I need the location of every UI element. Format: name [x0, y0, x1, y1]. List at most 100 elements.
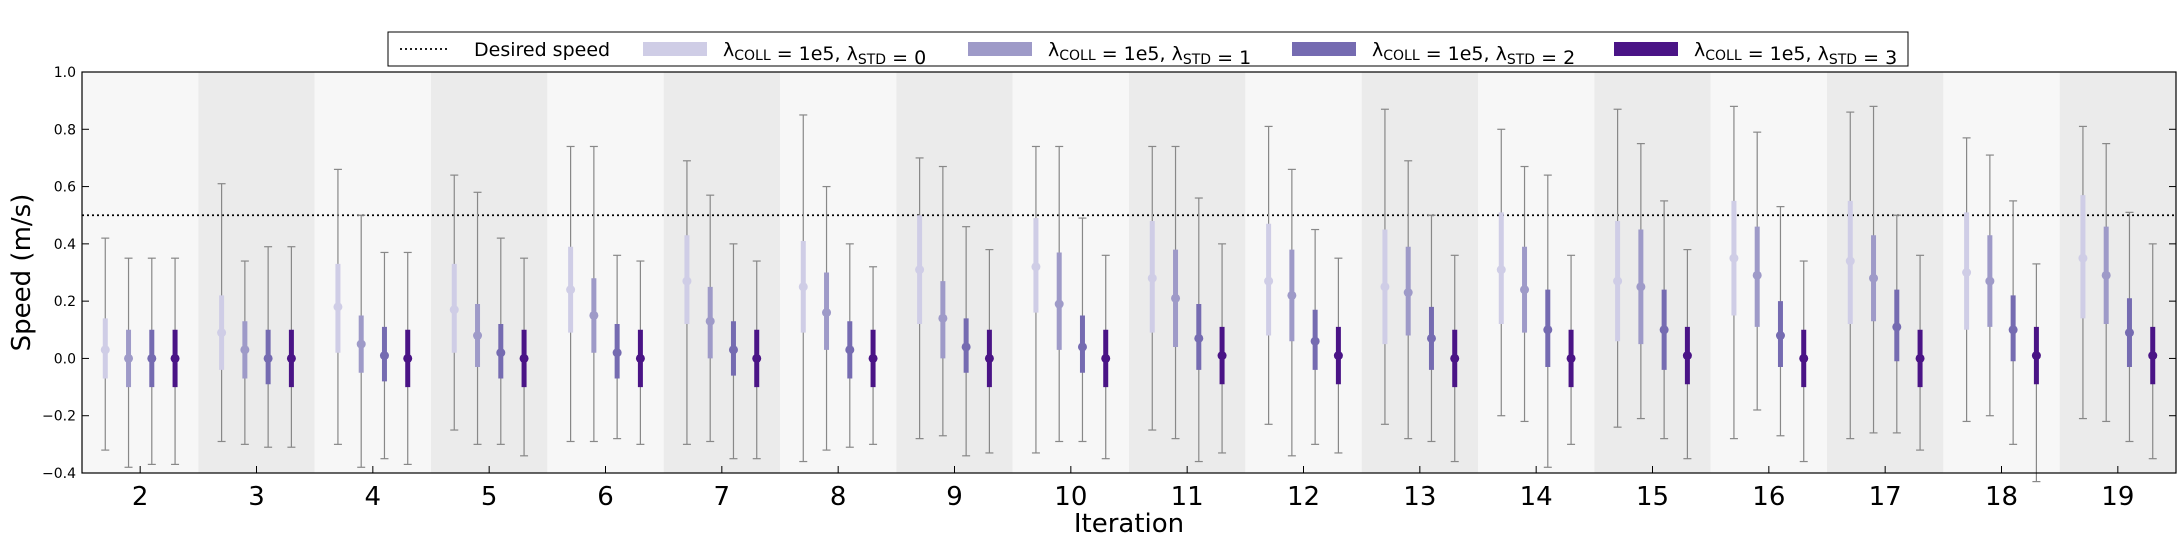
x-tick-label: 16 — [1752, 482, 1785, 512]
x-tick-label: 2 — [132, 482, 149, 512]
mean-point — [1985, 276, 1995, 286]
y-tick-label: 0.6 — [54, 180, 76, 196]
mean-point — [984, 353, 994, 363]
mean-point — [1729, 253, 1739, 263]
series-2 — [147, 174, 2134, 468]
mean-point — [961, 342, 971, 352]
mean-point — [2078, 253, 2088, 263]
mean-point — [1566, 353, 1576, 363]
band-17 — [1827, 72, 1944, 473]
mean-point — [124, 353, 134, 363]
mean-point — [1962, 268, 1972, 277]
y-axis-label: Speed (m/s) — [7, 194, 37, 352]
mean-point — [1426, 333, 1436, 343]
mean-point — [705, 316, 715, 326]
x-tick-label: 11 — [1171, 482, 1204, 512]
mean-point — [519, 353, 529, 363]
mean-point — [1659, 325, 1669, 335]
y-tick-label: 0.0 — [54, 351, 76, 367]
mean-point — [2031, 351, 2041, 361]
x-tick-label: 8 — [830, 482, 847, 512]
mean-point — [1333, 351, 1343, 361]
band-19 — [2059, 72, 2176, 473]
x-tick-label: 17 — [1869, 482, 1902, 512]
legend-swatch-s3 — [1614, 42, 1678, 56]
x-tick-label: 12 — [1287, 482, 1320, 512]
band-8 — [780, 72, 897, 473]
x-tick-label: 5 — [481, 482, 498, 512]
mean-point — [2101, 270, 2111, 280]
y-tick-label: 0.4 — [54, 237, 76, 253]
band-6 — [547, 72, 664, 473]
mean-point — [1310, 336, 1320, 346]
mean-point — [1869, 273, 1879, 283]
mean-point — [356, 339, 366, 349]
plot-frame — [81, 71, 2177, 474]
x-tick-label: 10 — [1054, 482, 1087, 512]
legend-label: λCOLL = 1e5, λSTD = 2 — [1372, 39, 1575, 69]
mean-point — [1194, 333, 1204, 343]
y-tick-label: −0.2 — [42, 409, 76, 425]
mean-point — [1031, 262, 1041, 272]
band-14 — [1478, 72, 1595, 473]
band-10 — [1012, 72, 1129, 473]
band-15 — [1594, 72, 1711, 473]
legend-swatch-s2 — [1292, 42, 1356, 56]
mean-point — [1450, 353, 1460, 363]
mean-point — [845, 345, 855, 355]
mean-point — [496, 348, 506, 358]
band-7 — [663, 72, 780, 473]
mean-point — [938, 313, 948, 323]
x-tick-label: 19 — [2101, 482, 2134, 512]
legend-label: Desired speed — [474, 39, 610, 61]
mean-point — [1217, 351, 1227, 361]
mean-point — [379, 351, 389, 361]
series-1 — [124, 105, 2111, 468]
mean-point — [728, 345, 738, 355]
band-16 — [1710, 72, 1827, 473]
x-axis-ticks: 2 3 4 5 6 7 8 9 10 11 12 13 14 15 16 17 18 19 — [132, 466, 2134, 512]
mean-point — [1682, 351, 1692, 361]
mean-point — [1264, 276, 1274, 286]
mean-point — [286, 353, 296, 363]
mean-point — [1287, 290, 1297, 300]
mean-point — [2008, 325, 2018, 335]
mean-point — [1636, 282, 1646, 292]
x-tick-label: 13 — [1403, 482, 1436, 512]
mean-point — [217, 328, 227, 338]
mean-point — [1613, 276, 1623, 286]
x-tick-label: 18 — [1985, 482, 2018, 512]
band-4 — [314, 72, 431, 473]
band-5 — [431, 72, 548, 473]
band-12 — [1245, 72, 1362, 473]
mean-point — [1147, 273, 1157, 283]
mean-point — [682, 276, 692, 286]
band-11 — [1129, 72, 1246, 473]
legend-swatch-s0 — [643, 42, 707, 56]
x-tick-label: 7 — [714, 482, 731, 512]
band-13 — [1361, 72, 1478, 473]
mean-point — [1171, 293, 1181, 303]
mean-point — [1496, 265, 1506, 275]
mean-point — [1892, 322, 1902, 332]
mean-point — [1380, 282, 1390, 292]
mean-point — [1077, 342, 1087, 352]
mean-point — [566, 285, 576, 295]
x-axis-label: Iteration — [1074, 509, 1184, 539]
mean-point — [147, 353, 157, 363]
y-tick-label: 0.2 — [54, 294, 76, 310]
mean-point — [170, 353, 180, 363]
mean-point — [263, 353, 273, 363]
mean-point — [2124, 328, 2134, 338]
series-3 — [170, 243, 2158, 483]
mean-point — [798, 282, 808, 292]
mean-point — [1752, 270, 1762, 280]
mean-point — [1775, 331, 1785, 341]
mean-point — [1915, 353, 1925, 363]
x-tick-label: 14 — [1520, 482, 1553, 512]
mean-point — [822, 308, 832, 318]
legend-label: λCOLL = 1e5, λSTD = 0 — [723, 39, 926, 69]
band-2 — [82, 72, 199, 473]
mean-point — [612, 348, 622, 358]
